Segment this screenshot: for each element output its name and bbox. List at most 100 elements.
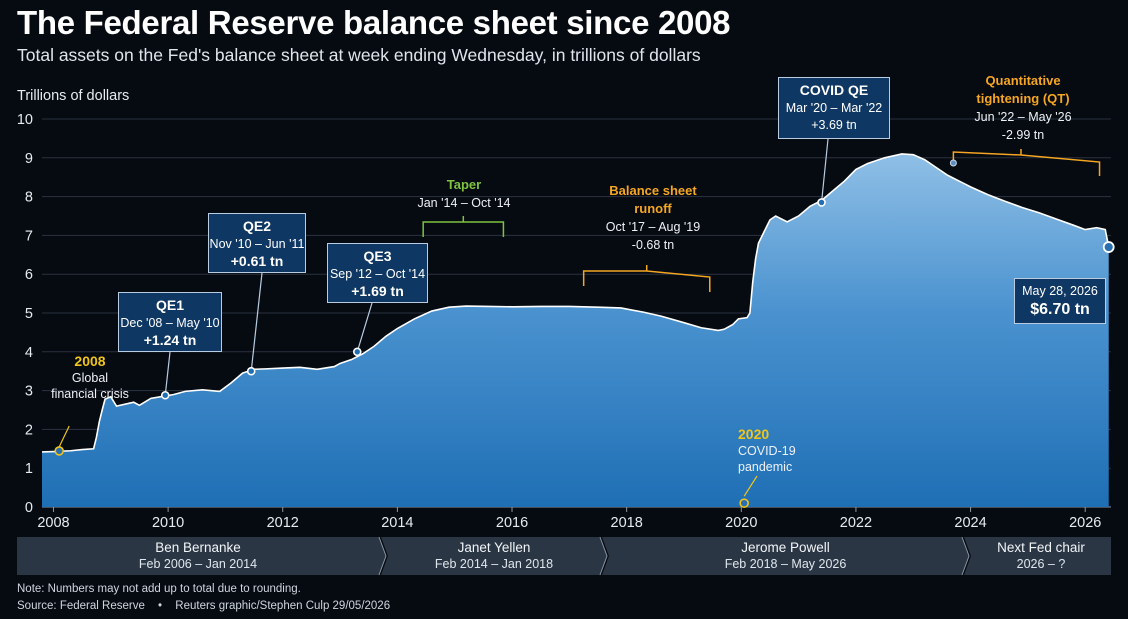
qt-start-marker [949, 159, 957, 167]
footnote: Note: Numbers may not add up to total du… [17, 583, 301, 595]
chair-powell: Jerome Powell Feb 2018 – May 2026 [609, 537, 962, 575]
gfc-text: Global financial crisis [51, 371, 129, 401]
chair-segment-powell [602, 537, 969, 575]
bullet-separator: • [158, 600, 163, 612]
chair-segment-bernanke [17, 537, 386, 575]
runoff-dates: Oct '17 – Aug '19 [605, 220, 701, 234]
chair-next-term: 2026 – ? [1016, 557, 1066, 571]
runoff-title: Balance sheet runoff [609, 183, 697, 216]
x-tick-label: 2024 [954, 515, 986, 531]
covidqe-title: COVID QE [799, 82, 869, 98]
chair-powell-name: Jerome Powell [741, 540, 830, 555]
chair-next: Next Fed chair 2026 – ? [971, 537, 1111, 575]
gfc-connector [58, 425, 70, 448]
x-tick-label: 2008 [37, 515, 69, 531]
credit-text: Reuters graphic/Stephen Culp 29/05/2026 [175, 600, 391, 612]
covidqe-connector [820, 138, 829, 203]
covidqe-box: COVID QE Mar '20 – Mar '22 +3.69 tn [778, 77, 890, 139]
gfc-annotation: 2008 Global financial crisis [40, 352, 140, 402]
last-value-box: May 28, 2026 $6.70 tn [1014, 278, 1106, 324]
chair-bernanke-term: Feb 2006 – Jan 2014 [138, 557, 258, 571]
qe2-title: QE2 [242, 218, 271, 234]
chair-yellen-name: Janet Yellen [457, 540, 531, 555]
y-tick-label: 6 [25, 267, 33, 283]
qe1-marker [160, 390, 170, 400]
qe1-dates: Dec '08 – May '10 [120, 316, 220, 330]
y-tick-label: 3 [25, 384, 33, 400]
qe3-connector [356, 302, 373, 352]
gfc-marker [54, 446, 64, 456]
x-tick-label: 2016 [496, 515, 528, 531]
last-value-date: May 28, 2026 [1022, 284, 1098, 298]
x-tick-label: 2022 [840, 515, 872, 531]
y-axis-title: Trillions of dollars [17, 88, 129, 104]
runoff-value: -0.68 tn [631, 238, 675, 252]
covid-text: COVID-19 pandemic [738, 444, 796, 474]
runoff-annotation: Balance sheet runoff Oct '17 – Aug '19 -… [583, 182, 723, 254]
chair-powell-term: Feb 2018 – May 2026 [724, 557, 847, 571]
y-tick-label: 5 [25, 306, 33, 322]
qe2-value: +0.61 tn [230, 253, 284, 269]
qe1-box: QE1 Dec '08 – May '10 +1.24 tn [118, 292, 222, 352]
qe2-dates: Nov '10 – Jun '11 [209, 237, 305, 251]
chair-segment-yellen [381, 537, 607, 575]
qe1-title: QE1 [155, 297, 184, 313]
chair-yellen-term: Feb 2014 – Jan 2018 [434, 557, 554, 571]
x-tick-label: 2018 [611, 515, 643, 531]
qe2-connector [250, 272, 263, 372]
covid-annotation: 2020 COVID-19 pandemic [738, 425, 818, 475]
source-line: Source: Federal Reserve • Reuters graphi… [17, 600, 390, 612]
qe1-connector [164, 351, 171, 396]
last-value-amount: $6.70 tn [1030, 301, 1090, 318]
qe3-box: QE3 Sep '12 – Oct '14 +1.69 tn [327, 243, 428, 303]
y-tick-label: 2 [25, 422, 33, 438]
qt-title: Quantitative tightening (QT) [976, 73, 1070, 106]
y-tick-label: 9 [25, 151, 33, 167]
taper-annotation: Taper Jan '14 – Oct '14 [404, 176, 524, 212]
gfc-title: 2008 [74, 353, 106, 369]
qt-annotation: Quantitative tightening (QT) Jun '22 – M… [958, 72, 1088, 144]
chair-next-name: Next Fed chair [997, 540, 1085, 555]
chart-subtitle: Total assets on the Fed's balance sheet … [17, 45, 701, 65]
y-tick-label: 1 [25, 461, 33, 477]
last-point-marker [1102, 241, 1115, 253]
qe1-value: +1.24 tn [143, 332, 197, 348]
x-tick-label: 2026 [1069, 515, 1101, 531]
covidqe-dates: Mar '20 – Mar '22 [785, 101, 883, 115]
qe2-marker [246, 366, 256, 376]
source-text: Source: Federal Reserve [17, 600, 145, 612]
qe3-value: +1.69 tn [351, 283, 404, 299]
qt-dates: Jun '22 – May '26 [974, 110, 1072, 124]
qe3-title: QE3 [363, 248, 392, 264]
qe3-marker [352, 347, 362, 357]
taper-dates: Jan '14 – Oct '14 [417, 196, 511, 210]
y-tick-label: 7 [25, 228, 33, 244]
balance-sheet-line [41, 153, 1110, 453]
covidqe-value: +3.69 tn [811, 118, 857, 132]
qe2-box: QE2 Nov '10 – Jun '11 +0.61 tn [208, 213, 306, 273]
qe3-dates: Sep '12 – Oct '14 [329, 267, 426, 281]
chair-segment-next [964, 537, 1111, 575]
covid-marker [739, 498, 749, 508]
covid-connector [743, 475, 758, 497]
qt-bracket [952, 149, 1101, 176]
y-tick-label: 4 [25, 345, 33, 361]
chart-title: The Federal Reserve balance sheet since … [17, 4, 731, 41]
covidqe-marker [817, 198, 826, 207]
chair-bernanke: Ben Bernanke Feb 2006 – Jan 2014 [17, 537, 379, 575]
chair-yellen: Janet Yellen Feb 2014 – Jan 2018 [388, 537, 600, 575]
chair-bernanke-name: Ben Bernanke [155, 540, 241, 555]
runoff-bracket [582, 265, 711, 292]
taper-title: Taper [446, 177, 482, 192]
qt-value: -2.99 tn [1001, 128, 1045, 142]
x-tick-label: 2010 [152, 515, 184, 531]
x-tick-label: 2014 [381, 515, 413, 531]
y-tick-label: 10 [17, 112, 33, 128]
balance-sheet-area [42, 153, 1109, 508]
taper-bracket [422, 216, 505, 237]
x-tick-label: 2020 [725, 515, 757, 531]
y-tick-label: 0 [25, 500, 33, 516]
y-tick-label: 8 [25, 190, 33, 206]
x-tick-label: 2012 [267, 515, 299, 531]
